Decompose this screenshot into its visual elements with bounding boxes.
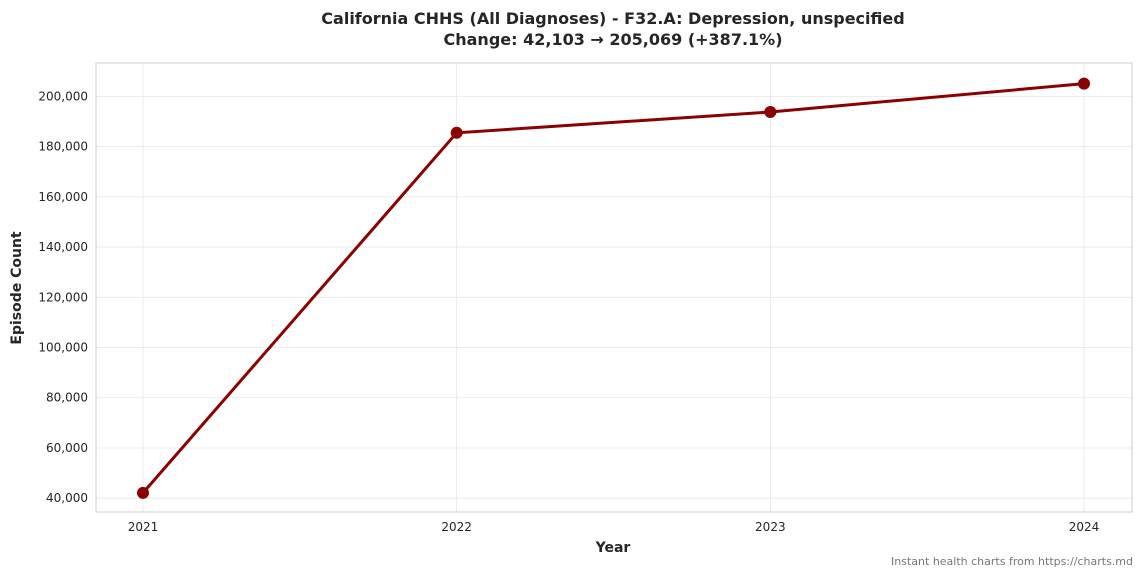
x-tick-label: 2023 (755, 520, 786, 534)
x-tick-label: 2021 (128, 520, 159, 534)
data-point-2022 (450, 126, 463, 139)
chart-subtitle: Change: 42,103 → 205,069 (+387.1%) (444, 30, 783, 49)
data-point-2024 (1078, 77, 1090, 90)
x-tick-label: 2024 (1069, 520, 1100, 534)
x-tick-label: 2022 (441, 520, 472, 534)
series-layer (137, 77, 1090, 499)
y-tick-label: 40,000 (46, 491, 88, 505)
y-tick-label: 100,000 (38, 341, 88, 355)
data-point-2021 (137, 486, 149, 499)
y-tick-label: 180,000 (38, 140, 88, 154)
y-tick-label: 60,000 (46, 441, 88, 455)
chart-title: California CHHS (All Diagnoses) - F32.A:… (321, 9, 904, 28)
footer-credit: Instant health charts from https://chart… (891, 555, 1133, 568)
grid (96, 63, 1132, 512)
x-axis-label: Year (595, 540, 631, 556)
y-tick-label: 80,000 (46, 391, 88, 405)
y-tick-label: 160,000 (38, 190, 88, 204)
y-tick-label: 120,000 (38, 290, 88, 304)
y-tick-label: 140,000 (38, 240, 88, 254)
y-tick-label: 200,000 (38, 89, 88, 103)
series-line (141, 82, 1086, 495)
plot-frame (95, 62, 1133, 513)
tick-labels: 40,000 60,000 80,000 100,000 120,000 140,000 1… (38, 89, 1099, 534)
y-axis-label: Episode Count (9, 231, 25, 345)
data-point-2023 (764, 105, 777, 118)
